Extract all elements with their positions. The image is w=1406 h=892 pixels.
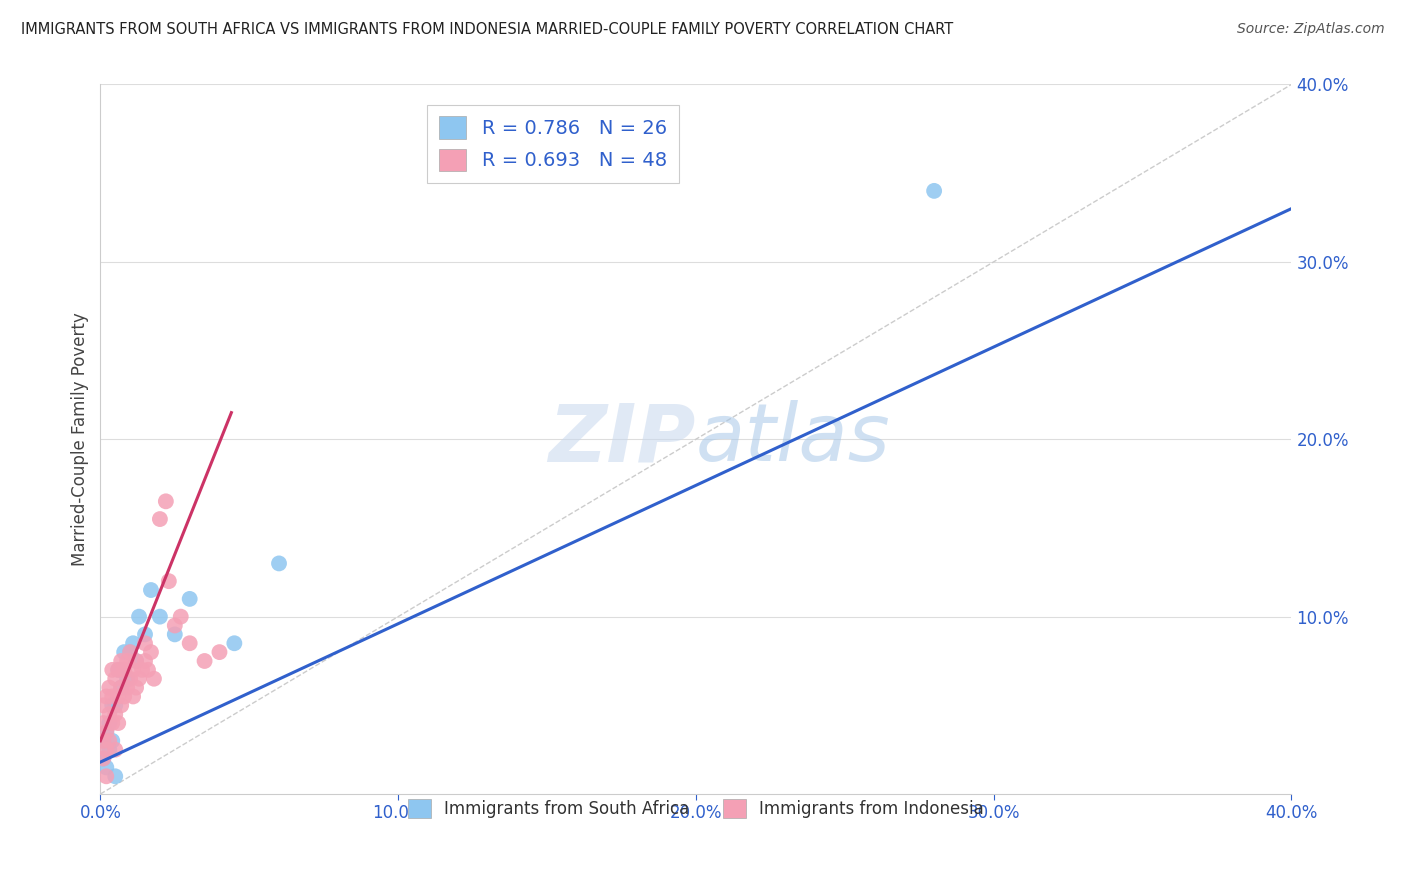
- Point: [194, 654, 217, 668]
- Point: [131, 663, 153, 677]
- Point: [91, 734, 114, 748]
- Point: [128, 672, 150, 686]
- Point: [134, 636, 156, 650]
- Point: [96, 760, 118, 774]
- Point: [101, 716, 124, 731]
- Point: [115, 681, 138, 695]
- Point: [179, 636, 201, 650]
- Point: [104, 769, 127, 783]
- Point: [139, 582, 162, 597]
- Point: [120, 672, 142, 686]
- Point: [98, 716, 121, 731]
- Point: [104, 672, 127, 686]
- Point: [163, 618, 186, 632]
- Point: [122, 663, 145, 677]
- Point: [157, 574, 180, 589]
- Point: [112, 663, 135, 677]
- Point: [107, 663, 129, 677]
- Point: [91, 716, 114, 731]
- Text: ZIP: ZIP: [548, 401, 696, 478]
- Point: [125, 654, 148, 668]
- Point: [179, 591, 201, 606]
- Point: [107, 690, 129, 704]
- Point: [98, 734, 121, 748]
- Point: [96, 769, 118, 783]
- Point: [107, 663, 129, 677]
- Point: [122, 690, 145, 704]
- Point: [110, 681, 132, 695]
- Point: [112, 645, 135, 659]
- Point: [110, 681, 132, 695]
- Point: [120, 645, 142, 659]
- Point: [125, 681, 148, 695]
- Point: [101, 698, 124, 713]
- Point: [104, 698, 127, 713]
- Point: [224, 636, 246, 650]
- Point: [163, 627, 186, 641]
- Point: [98, 707, 121, 722]
- Point: [98, 681, 121, 695]
- Point: [112, 690, 135, 704]
- Point: [101, 734, 124, 748]
- Legend: Immigrants from South Africa, Immigrants from Indonesia: Immigrants from South Africa, Immigrants…: [401, 792, 991, 825]
- Point: [149, 512, 172, 526]
- Point: [170, 609, 193, 624]
- Point: [91, 751, 114, 765]
- Point: [155, 494, 177, 508]
- Text: IMMIGRANTS FROM SOUTH AFRICA VS IMMIGRANTS FROM INDONESIA MARRIED-COUPLE FAMILY : IMMIGRANTS FROM SOUTH AFRICA VS IMMIGRAN…: [21, 22, 953, 37]
- Point: [91, 734, 114, 748]
- Point: [96, 725, 118, 739]
- Point: [267, 557, 290, 571]
- Point: [208, 645, 231, 659]
- Point: [120, 645, 142, 659]
- Point: [91, 698, 114, 713]
- Point: [110, 698, 132, 713]
- Point: [104, 707, 127, 722]
- Point: [122, 636, 145, 650]
- Y-axis label: Married-Couple Family Poverty: Married-Couple Family Poverty: [72, 312, 89, 566]
- Point: [125, 654, 148, 668]
- Point: [107, 716, 129, 731]
- Point: [115, 654, 138, 668]
- Text: atlas: atlas: [696, 401, 890, 478]
- Point: [115, 672, 138, 686]
- Point: [136, 663, 159, 677]
- Point: [110, 654, 132, 668]
- Point: [128, 609, 150, 624]
- Point: [134, 627, 156, 641]
- Point: [922, 184, 945, 198]
- Point: [104, 742, 127, 756]
- Point: [96, 742, 118, 756]
- Point: [91, 751, 114, 765]
- Point: [96, 690, 118, 704]
- Point: [149, 609, 172, 624]
- Point: [101, 690, 124, 704]
- Point: [134, 654, 156, 668]
- Text: Source: ZipAtlas.com: Source: ZipAtlas.com: [1237, 22, 1385, 37]
- Point: [98, 742, 121, 756]
- Point: [96, 725, 118, 739]
- Point: [139, 645, 162, 659]
- Point: [101, 663, 124, 677]
- Point: [142, 672, 165, 686]
